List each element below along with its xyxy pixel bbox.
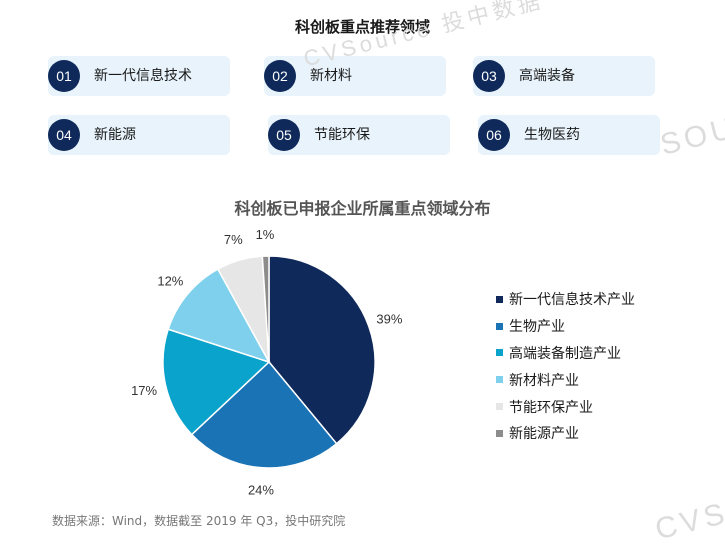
- legend-label: 新材料产业: [509, 372, 579, 389]
- field-number-badge: 01: [48, 60, 80, 92]
- field-number-badge: 05: [268, 119, 300, 151]
- legend-item: 生物产业: [496, 313, 635, 340]
- legend-swatch: [496, 429, 503, 437]
- pie-slice-3: [162, 328, 271, 436]
- field-card-06: 06 生物医药: [478, 115, 660, 155]
- pie-value-label: 17%: [131, 383, 157, 398]
- legend-item: 新材料产业: [496, 366, 635, 393]
- legend-label: 高端装备制造产业: [509, 345, 621, 362]
- pie-value-label: 12%: [157, 273, 183, 288]
- legend-swatch: [496, 349, 503, 357]
- legend-swatch: [496, 403, 503, 411]
- pie-value-label: 7%: [224, 232, 243, 247]
- field-card-01: 01 新一代信息技术: [48, 56, 230, 96]
- field-number-badge: 04: [48, 119, 80, 151]
- legend-label: 新能源产业: [509, 426, 579, 443]
- pie-slice-1: [268, 255, 376, 445]
- pie-slice-2: [190, 360, 338, 469]
- pie-value-label: 24%: [248, 483, 274, 498]
- legend-item: 高端装备制造产业: [496, 340, 635, 367]
- field-card-03: 03 高端装备: [473, 56, 655, 96]
- pie-slice-6: [261, 255, 270, 363]
- pie-value-label: 1%: [256, 227, 275, 242]
- pie-slice-4: [167, 268, 271, 364]
- field-label: 新能源: [94, 127, 136, 143]
- chart-legend: 新一代信息技术产业 生物产业高端装备制造产业 新材料产业节能环保产业 新能源产业: [496, 286, 635, 447]
- legend-label: 节能环保产业: [509, 399, 593, 416]
- chart-title: 科创板已申报企业所属重点领域分布: [234, 199, 491, 218]
- legend-swatch: [496, 295, 503, 303]
- legend-label: 新一代信息技术产业: [509, 292, 635, 309]
- field-number-badge: 06: [478, 119, 510, 151]
- field-number-badge: 03: [473, 60, 505, 92]
- legend-label: 生物产业: [509, 319, 565, 336]
- field-card-04: 04 新能源: [48, 115, 230, 155]
- page-title: 科创板重点推荐领域: [294, 18, 430, 36]
- field-label: 新一代信息技术: [94, 68, 192, 84]
- legend-swatch: [496, 376, 503, 384]
- field-label: 高端装备: [519, 68, 575, 84]
- legend-swatch: [496, 322, 503, 330]
- field-label: 生物医药: [524, 127, 580, 143]
- field-label: 节能环保: [314, 127, 370, 143]
- field-card-05: 05 节能环保: [268, 115, 450, 155]
- legend-item: 新能源产业: [496, 420, 635, 447]
- field-number-badge: 02: [264, 60, 296, 92]
- legend-item: 新一代信息技术产业: [496, 286, 635, 313]
- pie-value-label: 39%: [376, 312, 402, 327]
- legend-item: 节能环保产业: [496, 393, 635, 420]
- field-card-02: 02 新材料: [264, 56, 446, 96]
- field-label: 新材料: [310, 68, 352, 84]
- source-note: 数据来源：Wind，数据截至 2019 年 Q3，投中研究院: [52, 514, 346, 528]
